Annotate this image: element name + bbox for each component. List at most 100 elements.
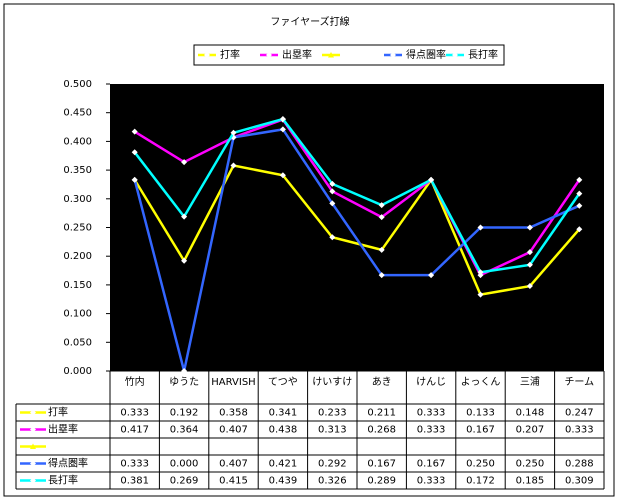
marker — [428, 272, 435, 279]
y-tick-label: 0.450 — [63, 108, 92, 119]
marker — [30, 443, 36, 449]
table-value: 0.439 — [269, 476, 298, 487]
table-value: 0.211 — [367, 408, 396, 419]
marker — [181, 213, 188, 220]
table-value: 0.407 — [219, 425, 248, 436]
table-value: 0.268 — [367, 425, 396, 436]
y-tick-label: 0.000 — [63, 366, 92, 377]
table-value: 0.250 — [516, 459, 545, 470]
marker — [279, 126, 286, 133]
marker — [576, 226, 583, 233]
marker — [30, 477, 36, 484]
table-value: 0.172 — [466, 476, 495, 487]
marker — [131, 128, 138, 135]
table-series-name: 得点圏率 — [48, 457, 88, 470]
table-value: 0.233 — [318, 408, 347, 419]
marker — [428, 176, 435, 183]
marker — [279, 116, 286, 123]
series-line — [133, 127, 580, 372]
table-value: 0.148 — [516, 408, 545, 419]
series-line — [134, 118, 581, 277]
legend-label: 得点圏率 — [406, 48, 446, 61]
legend-label: 打率 — [220, 48, 240, 61]
legend-label: 長打率 — [468, 48, 498, 61]
table-value: 0.333 — [417, 476, 446, 487]
marker — [477, 291, 484, 298]
table-value: 0.438 — [269, 425, 298, 436]
x-tick-label: 三浦 — [519, 377, 540, 388]
table-value: 0.333 — [417, 425, 446, 436]
table-value: 0.000 — [170, 459, 199, 470]
marker — [279, 172, 286, 179]
chart-title: ファイヤーズ打線 — [270, 15, 349, 28]
y-tick-label: 0.250 — [63, 223, 92, 234]
x-tick-label: よっくん — [460, 377, 501, 388]
table-value: 0.364 — [170, 425, 199, 436]
marker — [378, 246, 385, 253]
marker — [378, 214, 385, 221]
marker — [477, 224, 484, 231]
table-value: 0.269 — [170, 476, 199, 487]
y-tick-label: 0.400 — [63, 136, 92, 147]
marker — [30, 426, 36, 433]
marker — [181, 159, 188, 166]
y-tick-label: 0.200 — [63, 251, 92, 262]
table-value: 0.313 — [318, 425, 347, 436]
series-line — [133, 117, 581, 274]
table-value: 0.133 — [466, 408, 495, 419]
table-value: 0.250 — [466, 459, 495, 470]
marker — [576, 176, 583, 183]
marker — [378, 202, 385, 209]
table-value: 0.333 — [120, 408, 149, 419]
table-value: 0.247 — [565, 408, 594, 419]
marker — [329, 188, 336, 195]
y-tick-label: 0.150 — [63, 280, 92, 291]
table-value: 0.292 — [318, 459, 347, 470]
table-value: 0.167 — [466, 425, 495, 436]
y-tick-label: 0.050 — [63, 337, 92, 348]
marker — [526, 261, 533, 268]
table-value: 0.333 — [417, 408, 446, 419]
marker — [477, 269, 484, 276]
marker — [204, 52, 210, 58]
table-value: 0.309 — [565, 476, 594, 487]
y-tick-label: 0.100 — [63, 309, 92, 320]
marker — [230, 129, 237, 136]
marker — [526, 249, 533, 256]
marker — [390, 52, 396, 58]
x-tick-label: 竹内 — [124, 377, 145, 388]
marker — [329, 200, 336, 207]
marker — [576, 190, 583, 197]
marker — [30, 460, 36, 467]
table-value: 0.333 — [565, 425, 594, 436]
legend-label: 出塁率 — [282, 48, 312, 61]
table-value: 0.341 — [269, 408, 298, 419]
y-tick-label: 0.500 — [63, 79, 92, 90]
table-value: 0.417 — [120, 425, 149, 436]
marker — [131, 149, 138, 156]
table-series-name: 長打率 — [48, 474, 78, 487]
table-value: 0.185 — [516, 476, 545, 487]
marker — [576, 202, 583, 209]
marker — [266, 52, 272, 58]
table-value: 0.326 — [318, 476, 347, 487]
table-value: 0.167 — [367, 459, 396, 470]
table-value: 0.421 — [269, 459, 298, 470]
x-tick-label: けんじ — [416, 377, 447, 388]
x-tick-label: ゆうた — [169, 377, 200, 388]
table-value: 0.289 — [367, 476, 396, 487]
table-value: 0.381 — [120, 476, 149, 487]
marker — [329, 180, 336, 187]
marker — [452, 52, 458, 58]
y-tick-label: 0.300 — [63, 194, 92, 205]
marker — [526, 283, 533, 290]
table-value: 0.333 — [120, 459, 149, 470]
x-tick-label: チーム — [564, 377, 595, 388]
marker — [131, 176, 138, 183]
table-value: 0.167 — [417, 459, 446, 470]
marker — [329, 234, 336, 241]
marker — [30, 409, 36, 416]
table-series-name: 打率 — [48, 406, 68, 419]
